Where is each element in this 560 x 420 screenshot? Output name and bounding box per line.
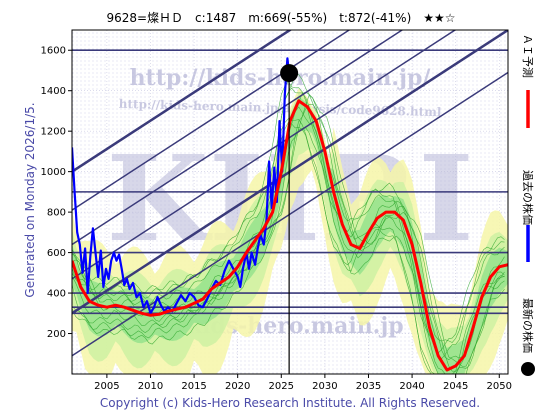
legend-swatch-latest-price: [521, 362, 535, 376]
trend-channel-line: [72, 30, 457, 280]
trend-channel-line: [72, 30, 508, 315]
ai-forecast-line: [72, 99, 508, 372]
copyright-text: Copyright (c) Kids-Hero Research Institu…: [100, 396, 480, 410]
url-watermark: http://kids-hero.main.jp/: [130, 65, 432, 91]
x-tick-label: 2005: [94, 381, 119, 392]
x-tick-label: 2050: [487, 381, 512, 392]
x-tick-label: 2035: [356, 381, 381, 392]
current-price-dot: [280, 64, 299, 83]
x-tick-label: 2020: [225, 381, 250, 392]
y-tick-label: 1200: [41, 127, 66, 138]
x-tick-label: 2015: [181, 381, 206, 392]
forecast-trace: [72, 127, 505, 374]
legend-label-latest-price: 最新の株価: [521, 298, 535, 353]
y-tick-label: 800: [47, 208, 66, 219]
y-tick-label: 1000: [41, 167, 66, 178]
legend-label-past-price: 過去の株価: [521, 170, 535, 225]
forecast-band: [72, 96, 508, 374]
tick-layer: 2005 2010 2015 2020 2025 2030 2035 2040 2045 2050…: [41, 46, 512, 392]
y-tick-label: 400: [47, 289, 66, 300]
forecast-trace: [72, 118, 505, 374]
plot-frame: [71, 29, 509, 375]
y-tick-label: 600: [47, 248, 66, 259]
current-marker-layer: [280, 64, 299, 374]
x-tick-label: 2010: [138, 381, 163, 392]
chart-title: 9628=燦ＨＤ c:1487 m:669(-55%) t:872(-41%) …: [106, 11, 455, 25]
y-tick-label: 200: [47, 329, 66, 340]
x-tick-label: 2025: [269, 381, 294, 392]
x-tick-label: 2040: [399, 381, 424, 392]
series-layer: [72, 57, 508, 372]
generated-date: Generated on Monday 2026/1/5.: [23, 102, 37, 297]
y-tick-label: 1400: [41, 86, 66, 97]
x-tick-label: 2030: [312, 381, 337, 392]
x-tick-label: 2045: [443, 381, 468, 392]
legend-label-ai-forecast: ＡＩ予測: [521, 34, 535, 78]
y-tick-label: 1600: [41, 46, 66, 57]
trend-channel-line: [72, 30, 404, 246]
trend-channel-line: [72, 71, 508, 357]
